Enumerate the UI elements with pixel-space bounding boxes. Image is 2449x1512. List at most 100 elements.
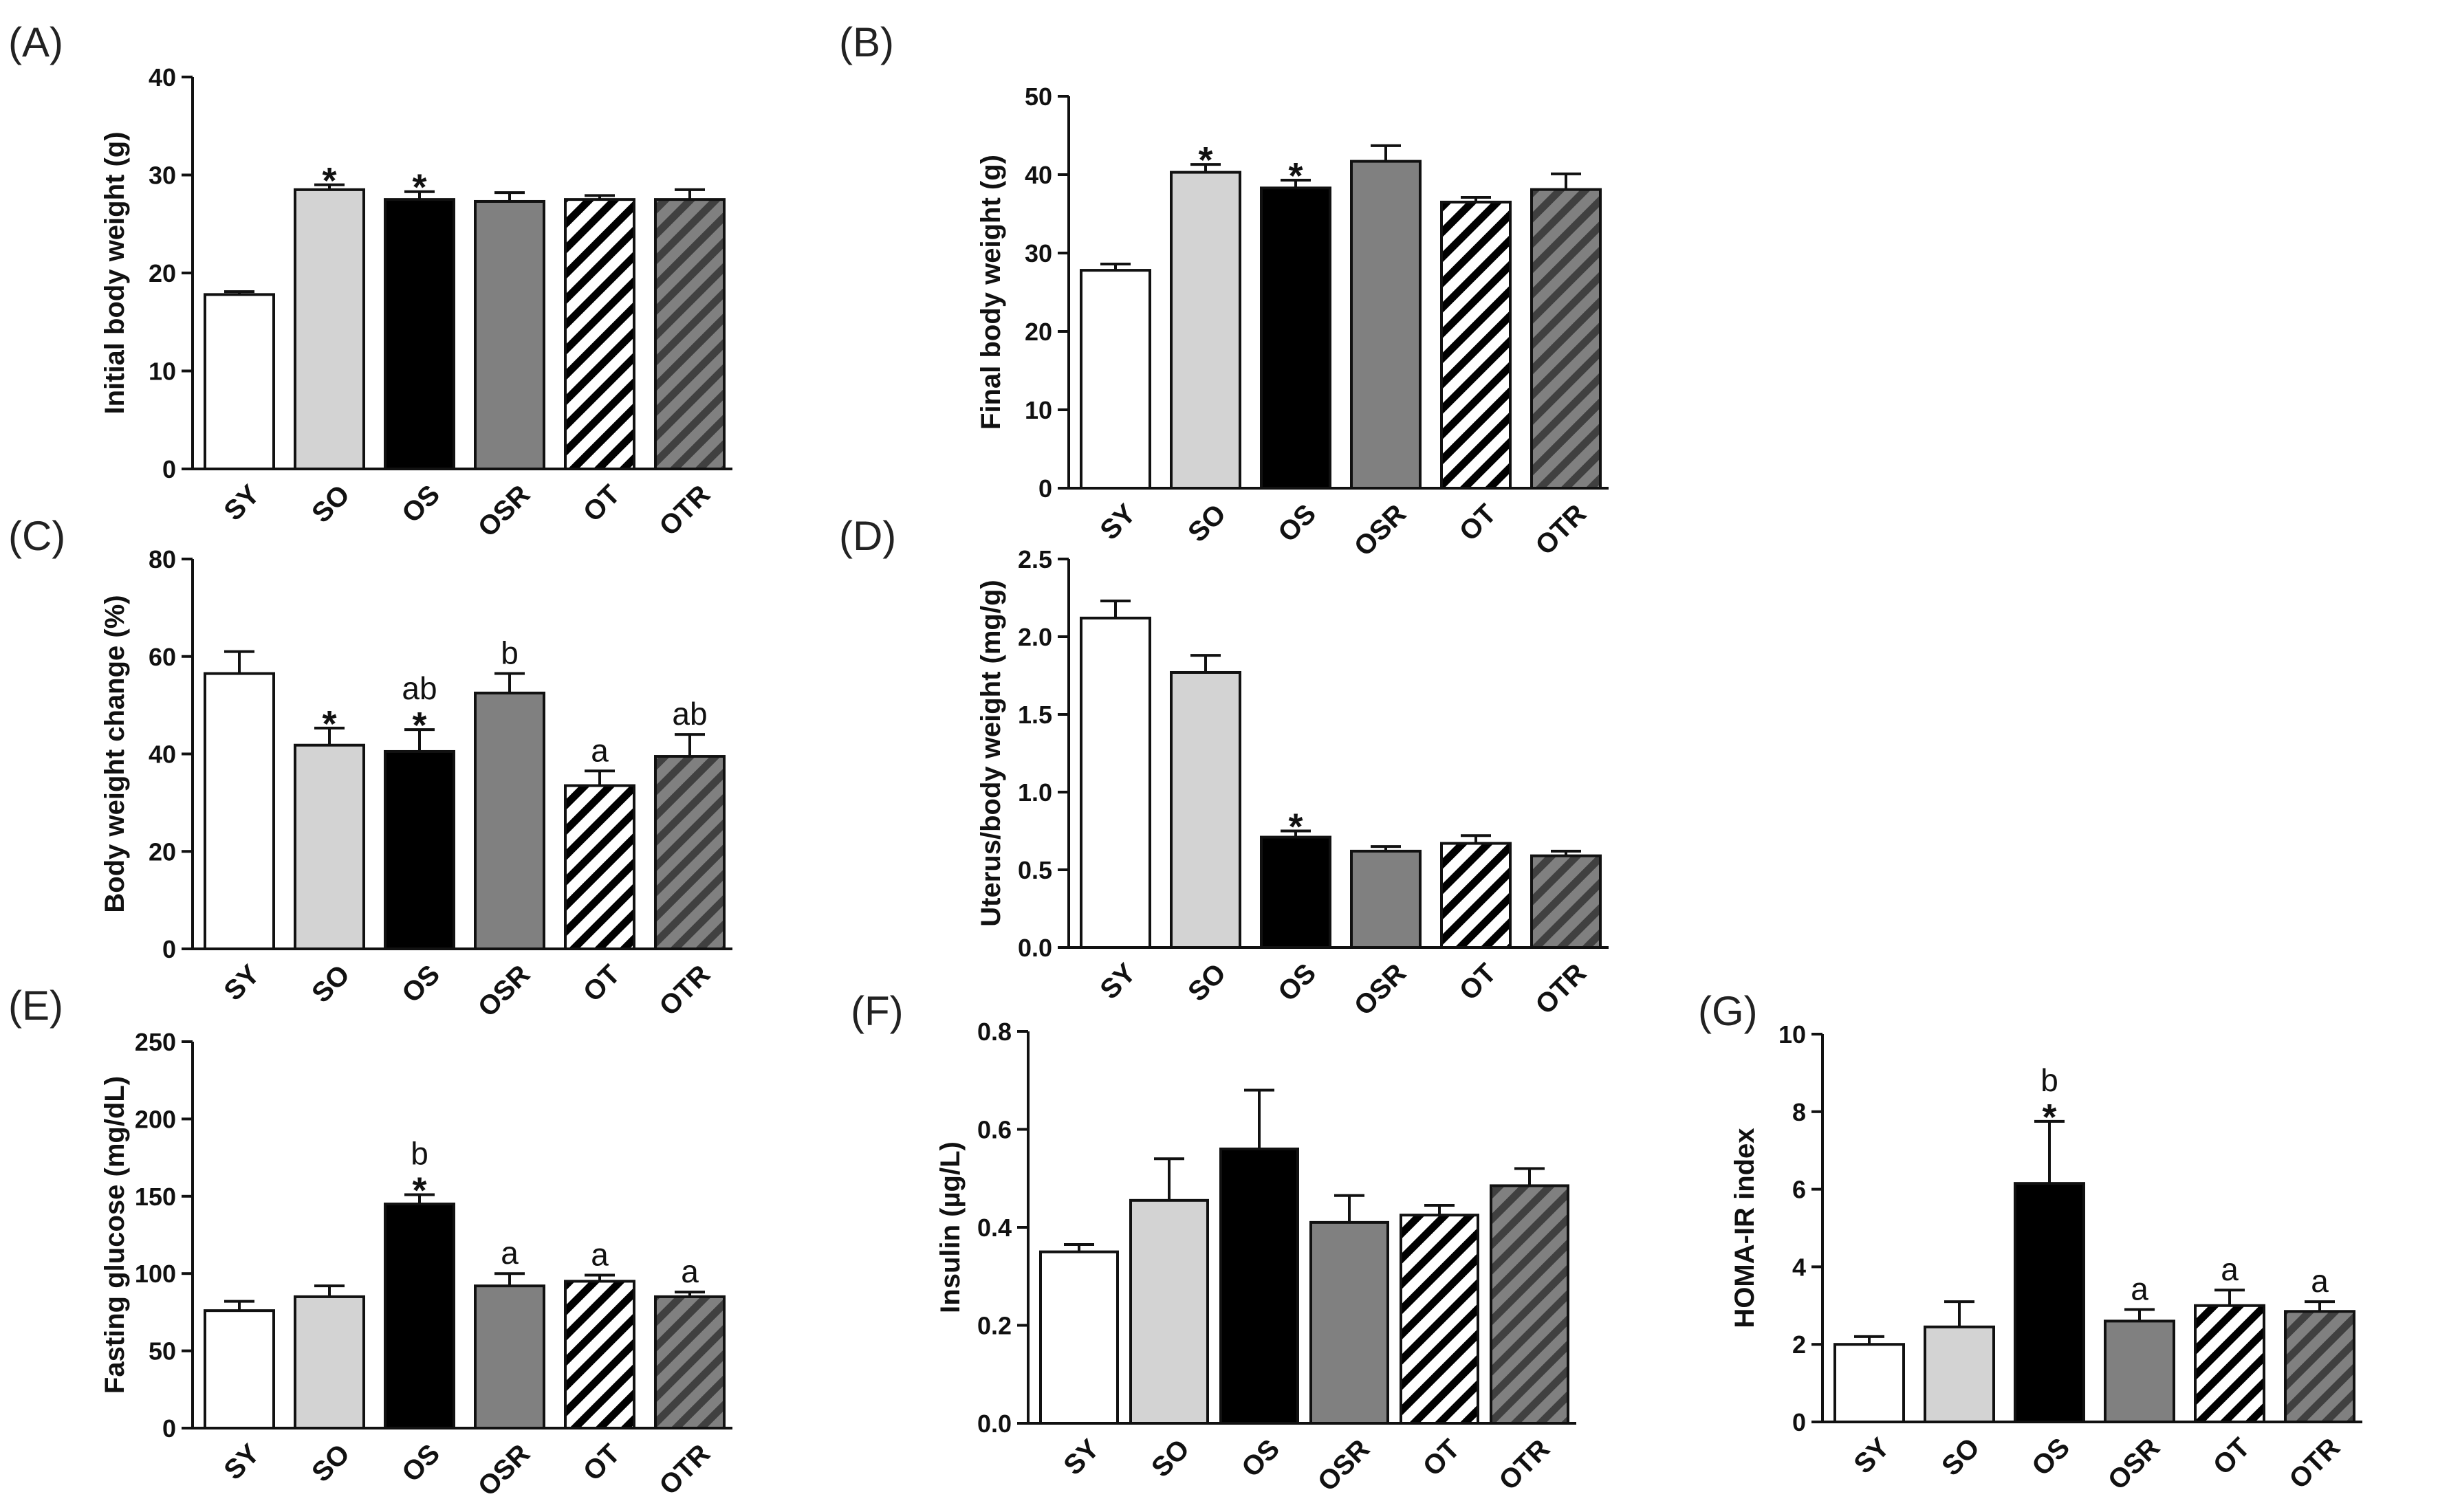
bar-sy	[1833, 1343, 1905, 1423]
bar-osr	[1350, 160, 1422, 490]
significance-letter: ab	[402, 670, 437, 706]
x-tick-label: OS	[396, 1438, 446, 1488]
significance-star: *	[412, 1170, 426, 1212]
chart-panel-g: (G) 0 2 4 6 8 10 HOMA-IR index SY SO OS *b OSR a OT a OT…	[1698, 988, 2362, 1495]
y-tick-label: 200	[135, 1105, 176, 1133]
bar-otr	[2284, 1310, 2355, 1424]
significance-letter: a	[501, 1235, 519, 1271]
x-tick-label: OS	[1272, 498, 1322, 548]
x-tick-label: OSR	[2102, 1432, 2166, 1495]
y-axis-title: Body weight change (%)	[100, 595, 130, 912]
y-tick-label: 0.2	[977, 1312, 1012, 1340]
x-tick-label: OS	[1272, 958, 1322, 1007]
panel-label: (A)	[8, 19, 63, 65]
significance-letter: a	[2221, 1251, 2239, 1287]
x-tick-label: SY	[1058, 1434, 1105, 1481]
x-tick-label: OT	[1454, 498, 1502, 547]
y-tick-label: 0.8	[977, 1018, 1012, 1046]
significance-star: *	[1198, 140, 1212, 181]
y-tick-label: 8	[1792, 1098, 1806, 1126]
x-tick-label: SO	[1182, 958, 1232, 1007]
bar-sy	[1039, 1250, 1119, 1425]
bar-so	[1924, 1325, 1995, 1423]
y-tick-label: 50	[149, 1337, 176, 1366]
bar-otr	[1490, 1184, 1569, 1425]
bar-otr	[654, 198, 726, 470]
x-tick-label: OT	[1454, 958, 1502, 1006]
x-tick-label: SO	[306, 959, 356, 1009]
panel-label: (D)	[839, 513, 896, 559]
x-tick-label: SO	[1146, 1434, 1195, 1483]
panel-label: (C)	[8, 513, 65, 559]
x-tick-label: OS	[2026, 1432, 2076, 1482]
x-tick-label: OTR	[1530, 498, 1592, 561]
bar-ot	[564, 198, 635, 470]
chart-panel-c: (C) 0 20 40 60 80 Body weight change (%) SY SO * O…	[8, 513, 732, 1022]
panel-label: (G)	[1698, 988, 1758, 1034]
y-tick-label: 50	[1025, 83, 1052, 111]
significance-letter: a	[681, 1253, 699, 1289]
y-tick-label: 10	[149, 358, 176, 386]
bar-sy	[204, 672, 275, 951]
y-tick-label: 100	[135, 1260, 176, 1288]
y-axis-title: Insulin (µg/L)	[935, 1141, 966, 1313]
x-tick-label: OSR	[1349, 498, 1412, 562]
x-tick-label: SO	[306, 1438, 356, 1488]
bar-sy	[1080, 616, 1151, 949]
x-tick-label: OT	[578, 959, 626, 1007]
chart-panel-b: (B) 0 10 20 30 40 50 Final body weight (g) SY SO *…	[839, 19, 1609, 562]
bar-os	[1260, 835, 1331, 950]
significance-letter: a	[2311, 1263, 2329, 1299]
y-tick-label: 1.5	[1018, 701, 1052, 729]
bar-sy	[204, 1309, 275, 1429]
bar-otr	[654, 1295, 726, 1430]
chart-panel-f: (F) 0.0 0.2 0.4 0.6 0.8 Insulin (µg/L) SY SO OS OS…	[851, 988, 1576, 1497]
y-tick-label: 40	[149, 741, 176, 769]
significance-letter: a	[591, 1236, 609, 1272]
y-tick-label: 10	[1025, 396, 1052, 424]
y-tick-label: 250	[135, 1028, 176, 1056]
significance-star: *	[322, 703, 336, 745]
y-tick-label: 10	[1778, 1020, 1806, 1049]
x-tick-label: OSR	[472, 479, 536, 543]
x-tick-label: OSR	[472, 959, 536, 1022]
significance-letter: a	[2131, 1271, 2148, 1306]
significance-letter: b	[2040, 1062, 2058, 1098]
bar-otr	[654, 755, 726, 950]
bar-sy	[204, 293, 275, 470]
y-axis-title: HOMA-IR index	[1730, 1128, 1760, 1328]
significance-star: *	[1288, 807, 1303, 848]
bar-ot	[564, 1280, 635, 1429]
bar-otr	[1530, 188, 1602, 490]
y-tick-label: 4	[1792, 1253, 1806, 1281]
y-tick-label: 6	[1792, 1176, 1806, 1204]
x-tick-label: SY	[218, 1438, 265, 1486]
y-tick-label: 20	[149, 259, 176, 287]
bar-ot	[2194, 1304, 2265, 1424]
x-tick-label: OSR	[1349, 958, 1412, 1021]
significance-letter: a	[591, 732, 609, 768]
y-tick-label: 2	[1792, 1330, 1806, 1359]
bar-ot	[564, 784, 635, 950]
y-tick-label: 40	[1025, 161, 1052, 189]
bar-osr	[474, 199, 545, 470]
y-tick-label: 20	[1025, 318, 1052, 346]
bar-so	[1170, 171, 1241, 490]
bar-osr	[2104, 1319, 2175, 1423]
x-tick-label: OTR	[1493, 1434, 1556, 1496]
x-tick-label: SY	[218, 479, 265, 527]
y-tick-label: 60	[149, 643, 176, 671]
x-tick-label: SO	[1182, 498, 1232, 548]
y-axis-title: Uterus/body weight (mg/g)	[976, 580, 1006, 926]
significance-star: *	[2042, 1097, 2056, 1138]
x-tick-label: SO	[306, 479, 356, 529]
y-tick-label: 2.5	[1018, 545, 1052, 573]
bar-so	[294, 1295, 365, 1430]
x-tick-label: OT	[2208, 1432, 2256, 1480]
chart-panel-a: (A) 0 10 20 30 40 Initial body weight (g) SY SO *…	[8, 19, 732, 543]
x-tick-label: SO	[1936, 1432, 1985, 1482]
x-tick-label: OT	[578, 1438, 626, 1487]
bar-os	[1219, 1148, 1299, 1425]
bar-os	[1260, 186, 1331, 490]
